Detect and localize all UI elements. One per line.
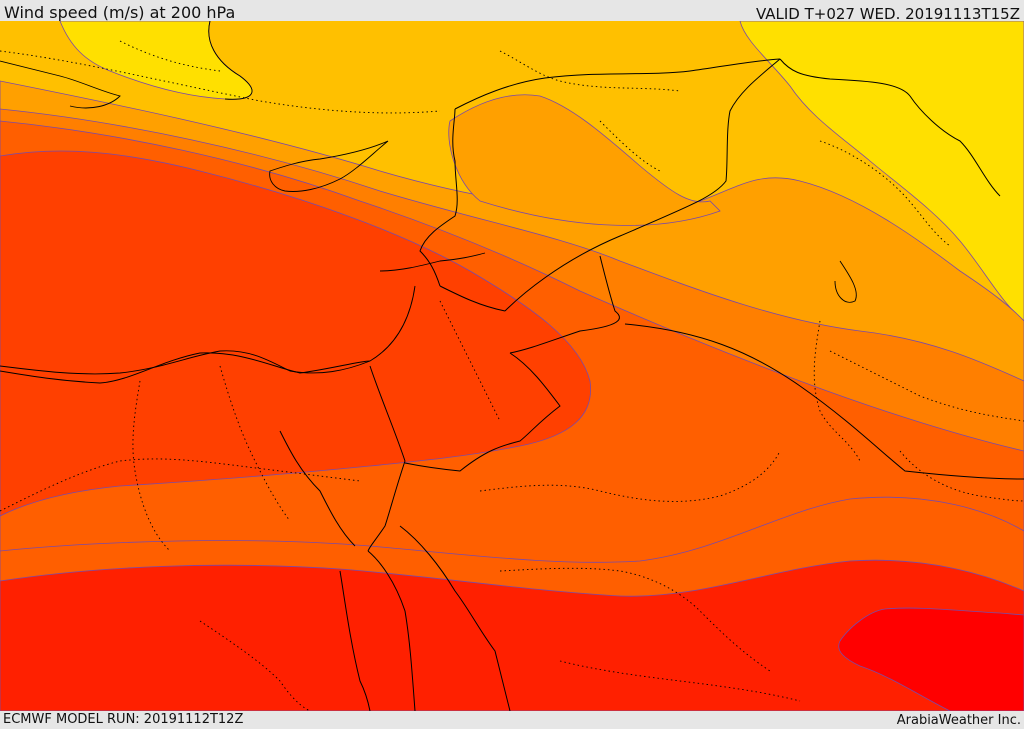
wind-band-orange-east-bulge — [448, 94, 721, 226]
wind-band-max-red — [838, 607, 1024, 711]
header-bar: Wind speed (m/s) at 200 hPa VALID T+027 … — [0, 0, 1024, 23]
coastlines — [0, 21, 857, 375]
map-title: Wind speed (m/s) at 200 hPa — [4, 3, 236, 22]
credit-label: ArabiaWeather Inc. — [896, 713, 1021, 728]
wind-band-red-core — [0, 150, 592, 517]
valid-time: VALID T+027 WED. 20191113T15Z — [755, 5, 1020, 23]
province-boundaries — [0, 40, 1024, 711]
country-borders — [0, 58, 1024, 711]
wind-band-yellow-northeast — [739, 21, 1024, 322]
wind-speed-map[interactable] — [0, 21, 1024, 711]
wind-band-deep-red — [0, 559, 1024, 711]
footer-bar: ECMWF MODEL RUN: 20191112T12Z ArabiaWeat… — [0, 711, 1024, 729]
model-run: ECMWF MODEL RUN: 20191112T12Z — [3, 712, 244, 727]
